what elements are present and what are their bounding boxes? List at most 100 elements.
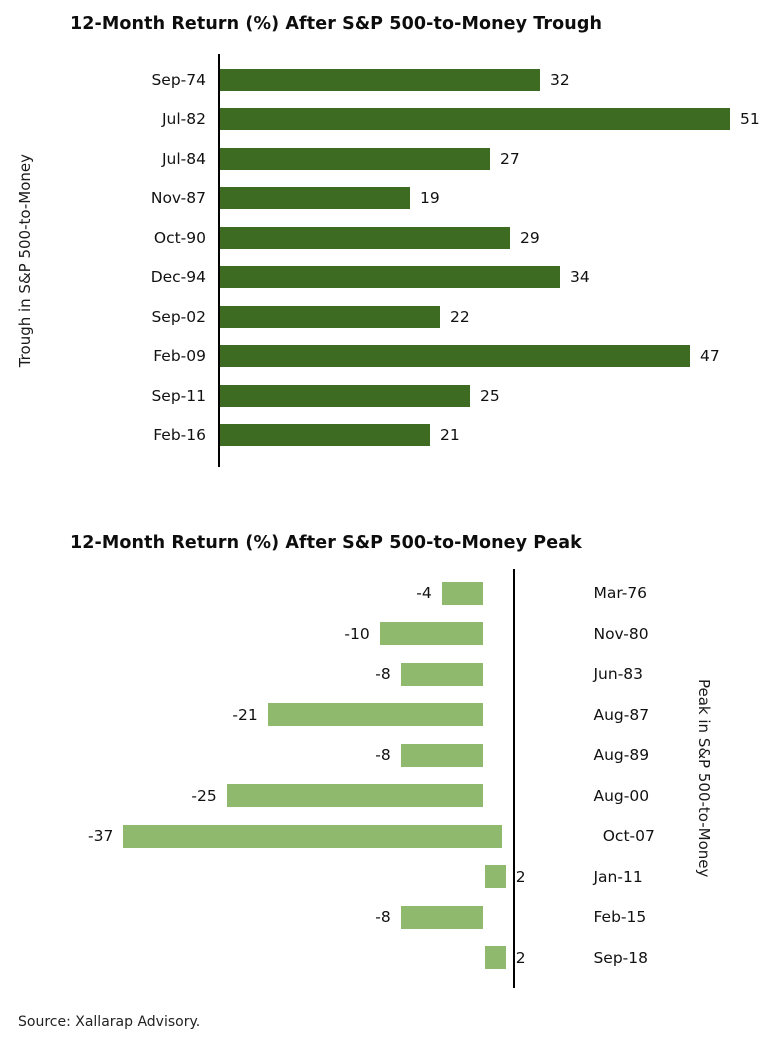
bar-row: -37 Oct-07 <box>88 816 678 857</box>
bar <box>400 743 483 767</box>
category-label: Jun-83 <box>593 665 644 684</box>
bar <box>220 226 510 249</box>
bar-row: Jul-82 51 <box>50 100 783 140</box>
bar <box>484 865 506 889</box>
category-label: Jul-84 <box>161 149 206 168</box>
category-label: Sep-74 <box>151 70 206 89</box>
category-label: Sep-02 <box>151 307 206 326</box>
value-label: 32 <box>550 70 570 89</box>
bar-zone: 21 <box>220 424 783 447</box>
trough-y-axis-label: Trough in S&P 500-to-Money <box>16 153 34 368</box>
bar-zone: 27 <box>220 147 783 170</box>
bar-zone: 25 <box>220 384 783 407</box>
category-label: Mar-76 <box>593 584 648 603</box>
bar-row: Sep-74 32 <box>50 60 783 100</box>
value-label: 29 <box>520 228 540 247</box>
bar <box>441 581 483 605</box>
value-label: 34 <box>570 268 590 287</box>
bar-row: -4 Mar-76 <box>88 573 678 614</box>
bar-zone: 32 <box>220 68 783 91</box>
bar-row: Sep-11 25 <box>50 376 783 416</box>
bar-zone: 22 <box>220 305 783 328</box>
category-label: Feb-09 <box>153 347 206 366</box>
bar-row: 2 Sep-18 <box>88 938 678 979</box>
bar-zone: 51 <box>220 108 783 131</box>
bar-row: Feb-16 21 <box>50 416 783 456</box>
value-label: 19 <box>420 189 440 208</box>
value-label: -21 <box>232 705 258 724</box>
value-label: 2 <box>515 867 526 886</box>
bar <box>400 662 483 686</box>
bar-row: -8 Jun-83 <box>88 654 678 695</box>
bar-row: Dec-94 34 <box>50 258 783 298</box>
category-label: Feb-16 <box>153 426 206 445</box>
negative-bar-zone: -25 <box>88 784 483 808</box>
category-label: Nov-80 <box>593 624 649 643</box>
trough-chart-title: 12-Month Return (%) After S&P 500-to-Mon… <box>70 14 603 34</box>
bar <box>220 266 560 289</box>
value-label: 27 <box>500 149 520 168</box>
category-label: Jan-11 <box>593 867 643 886</box>
value-label: 21 <box>440 426 460 445</box>
value-label: 25 <box>480 386 500 405</box>
bar-row: -8 Feb-15 <box>88 897 678 938</box>
category-label: Feb-15 <box>593 908 647 927</box>
bar-row: 2 Jan-11 <box>88 857 678 898</box>
value-label: -25 <box>191 786 217 805</box>
bar-row: Sep-02 22 <box>50 297 783 337</box>
bar-row: Nov-87 19 <box>50 179 783 219</box>
bar-row: -10 Nov-80 <box>88 614 678 655</box>
bar-zone: 34 <box>220 266 783 289</box>
bar-zone: 47 <box>220 345 783 368</box>
value-label: 47 <box>700 347 720 366</box>
bar <box>226 784 483 808</box>
negative-bar-zone: -4 <box>88 581 483 605</box>
bar <box>220 384 470 407</box>
peak-plot-area: -4 Mar-76 -10 Nov-80 -8 Jun-83 -21 Aug-87 -8 Aug-… <box>88 569 678 988</box>
category-label: Dec-94 <box>150 268 206 287</box>
bar-row: -8 Aug-89 <box>88 735 678 776</box>
bar <box>220 424 430 447</box>
peak-chart-title: 12-Month Return (%) After S&P 500-to-Mon… <box>70 533 582 553</box>
value-label: -8 <box>375 665 391 684</box>
negative-bar-zone: -21 <box>88 703 483 727</box>
bar <box>123 824 503 848</box>
category-label: Oct-90 <box>153 228 206 247</box>
category-label: Nov-87 <box>150 189 206 208</box>
bar <box>484 946 506 970</box>
category-label: Jul-82 <box>161 110 206 129</box>
bar <box>220 68 540 91</box>
negative-bar-zone: -8 <box>88 662 483 686</box>
peak-axis-line <box>513 569 515 988</box>
source-note: Source: Xallarap Advisory. <box>18 1014 201 1030</box>
category-label: Oct-07 <box>602 827 655 846</box>
value-label: -8 <box>375 746 391 765</box>
value-label: -4 <box>416 584 432 603</box>
trough-chart: Trough in S&P 500-to-Money Sep-74 32 Jul-8… <box>0 54 783 467</box>
bar <box>379 622 483 646</box>
peak-y-axis-label: Peak in S&P 500-to-Money <box>695 679 713 878</box>
bar-row: Oct-90 29 <box>50 218 783 258</box>
category-label: Aug-89 <box>593 746 650 765</box>
trough-plot-area: Sep-74 32 Jul-82 51 Jul-84 27 Nov-87 19 Oct-90 29… <box>50 54 783 467</box>
bar <box>220 345 690 368</box>
negative-bar-zone: -37 <box>88 824 503 848</box>
value-label: 22 <box>450 307 470 326</box>
category-label: Aug-87 <box>593 705 650 724</box>
category-label: Sep-11 <box>151 386 206 405</box>
bar <box>220 108 730 131</box>
bar-row: -21 Aug-87 <box>88 695 678 736</box>
positive-bar-zone: 2 <box>483 946 580 970</box>
bar-row: -25 Aug-00 <box>88 776 678 817</box>
value-label: -8 <box>375 908 391 927</box>
bar-zone: 19 <box>220 187 783 210</box>
bar-zone: 29 <box>220 226 783 249</box>
peak-chart: -4 Mar-76 -10 Nov-80 -8 Jun-83 -21 Aug-87 -8 Aug-… <box>0 569 783 988</box>
negative-bar-zone: -8 <box>88 743 483 767</box>
bar <box>400 905 483 929</box>
category-label: Sep-18 <box>593 948 648 967</box>
value-label: 2 <box>515 948 526 967</box>
negative-bar-zone: -10 <box>88 622 483 646</box>
bar-row: Jul-84 27 <box>50 139 783 179</box>
